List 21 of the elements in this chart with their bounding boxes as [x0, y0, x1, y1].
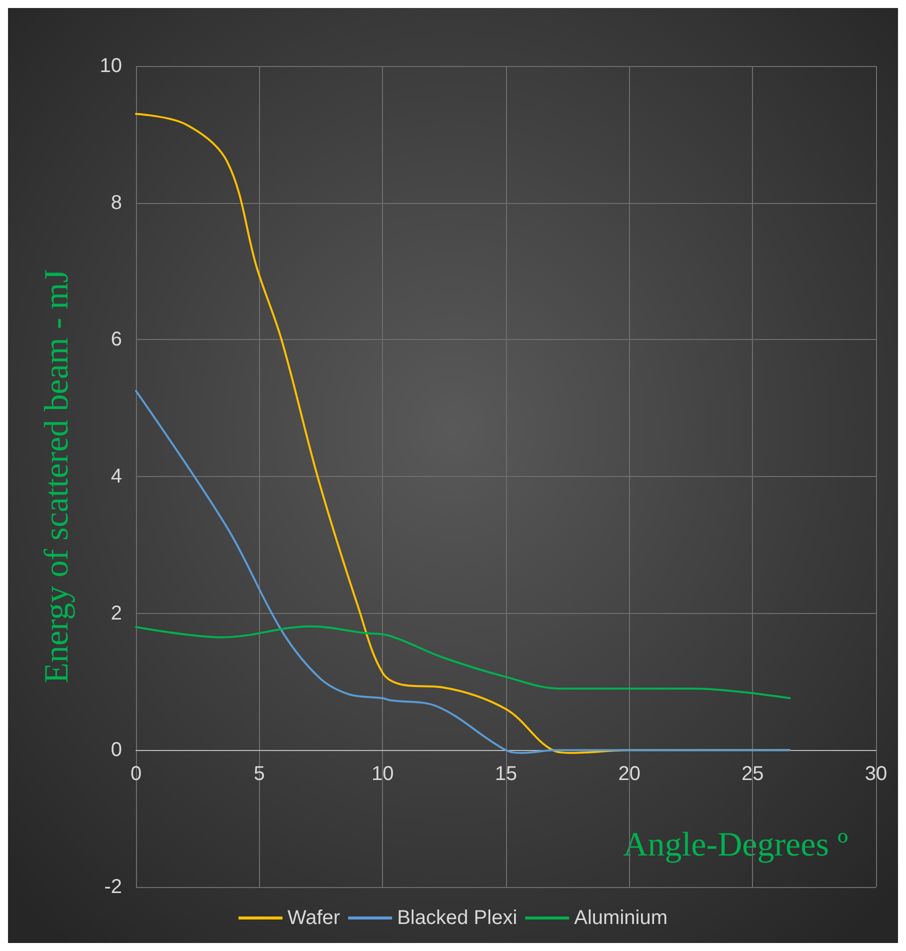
x-tick-label: 10: [372, 763, 394, 786]
y-tick-label: 10: [100, 55, 122, 77]
y-tick-label: 2: [110, 602, 122, 624]
y-axis-title: Energy of scattered beam - mJ: [38, 270, 76, 684]
x-tick-label: 30: [864, 763, 888, 786]
y-tick-label: 4: [110, 466, 122, 488]
legend-label: Wafer: [287, 907, 340, 929]
x-tick-label: 0: [130, 763, 142, 786]
line-series: [135, 390, 791, 754]
x-tick-label: 20: [618, 763, 640, 786]
legend-label: Aluminium: [574, 907, 668, 929]
x-tick-label: 5: [254, 763, 265, 786]
x-tick-label: 15: [494, 763, 518, 786]
x-axis-title: Angle-Degrees º: [623, 826, 848, 864]
y-tick-label: 6: [110, 328, 122, 351]
legend-label: Blacked Plexi: [397, 907, 518, 929]
y-tick-label: -2: [104, 876, 122, 898]
y-tick-label: 0: [110, 739, 122, 762]
x-tick-label: 25: [742, 763, 764, 786]
line-series: [135, 625, 791, 700]
y-tick-label: 8: [110, 192, 122, 214]
